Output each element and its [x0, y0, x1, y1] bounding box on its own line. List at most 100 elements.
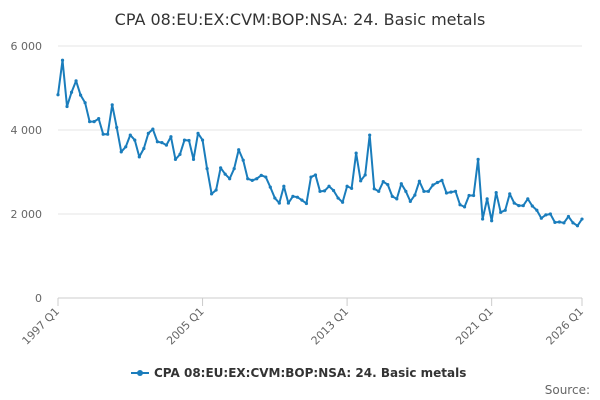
data-point[interactable] — [368, 133, 372, 137]
data-point[interactable] — [92, 120, 96, 124]
data-point[interactable] — [377, 189, 381, 193]
data-point[interactable] — [354, 151, 358, 155]
data-point[interactable] — [250, 178, 254, 182]
data-point[interactable] — [191, 157, 196, 161]
data-point[interactable] — [173, 157, 178, 161]
data-point[interactable] — [200, 138, 205, 142]
data-point[interactable] — [146, 131, 150, 135]
data-point[interactable] — [458, 203, 462, 207]
data-point[interactable] — [133, 138, 137, 142]
data-point[interactable] — [232, 167, 236, 171]
data-point[interactable] — [259, 173, 263, 177]
data-point[interactable] — [137, 155, 141, 159]
data-point[interactable] — [264, 175, 268, 179]
data-point[interactable] — [503, 208, 507, 212]
data-point[interactable] — [580, 217, 584, 221]
data-point[interactable] — [350, 186, 354, 190]
data-point[interactable] — [517, 204, 521, 208]
data-point[interactable] — [485, 197, 489, 201]
data-point[interactable] — [575, 224, 580, 228]
data-point[interactable] — [426, 189, 431, 193]
data-point[interactable] — [178, 152, 182, 156]
data-point[interactable] — [571, 221, 575, 225]
data-point[interactable] — [417, 179, 421, 183]
data-point[interactable] — [219, 166, 223, 170]
data-point[interactable] — [187, 138, 191, 143]
data-point[interactable] — [182, 138, 187, 142]
data-point[interactable] — [151, 127, 155, 131]
data-point[interactable] — [399, 182, 403, 186]
data-point[interactable] — [223, 172, 227, 176]
data-point[interactable] — [124, 145, 128, 149]
data-point[interactable] — [444, 191, 449, 195]
data-point[interactable] — [481, 217, 485, 221]
data-point[interactable] — [69, 90, 74, 94]
data-point[interactable] — [313, 173, 318, 177]
data-point[interactable] — [309, 175, 313, 179]
data-point[interactable] — [205, 167, 209, 171]
data-point[interactable] — [119, 150, 123, 154]
data-point[interactable] — [128, 133, 132, 137]
data-point[interactable] — [56, 93, 60, 97]
data-point[interactable] — [246, 177, 250, 181]
data-point[interactable] — [566, 214, 571, 219]
data-point[interactable] — [490, 219, 494, 223]
data-point[interactable] — [286, 201, 290, 205]
data-point[interactable] — [106, 132, 110, 136]
data-point[interactable] — [526, 197, 530, 201]
data-point[interactable] — [241, 158, 245, 162]
data-point[interactable] — [553, 220, 557, 224]
data-point[interactable] — [291, 194, 295, 198]
data-point[interactable] — [512, 201, 516, 205]
data-point[interactable] — [499, 210, 503, 214]
data-point[interactable] — [115, 125, 119, 130]
data-point[interactable] — [78, 93, 83, 97]
data-point[interactable] — [557, 220, 562, 224]
data-point[interactable] — [300, 198, 304, 202]
data-point[interactable] — [467, 193, 471, 198]
data-point[interactable] — [164, 143, 169, 147]
data-point[interactable] — [228, 177, 232, 181]
data-point[interactable] — [209, 192, 214, 196]
data-point[interactable] — [390, 194, 394, 198]
data-point[interactable] — [155, 140, 159, 144]
data-point[interactable] — [453, 189, 458, 193]
data-point[interactable] — [160, 141, 164, 145]
data-point[interactable] — [494, 190, 498, 195]
data-point[interactable] — [508, 192, 512, 196]
data-point[interactable] — [544, 213, 548, 217]
data-point[interactable] — [359, 179, 363, 183]
data-point[interactable] — [562, 221, 566, 225]
data-point[interactable] — [282, 184, 286, 188]
data-point[interactable] — [476, 157, 480, 161]
legend[interactable]: CPA 08:EU:EX:CVM:BOP:NSA: 24. Basic meta… — [131, 366, 466, 380]
data-point[interactable] — [83, 101, 87, 105]
data-point[interactable] — [273, 196, 277, 200]
data-point[interactable] — [268, 185, 272, 189]
data-point[interactable] — [322, 189, 327, 193]
data-point[interactable] — [435, 180, 440, 185]
data-point[interactable] — [539, 216, 543, 220]
data-point[interactable] — [336, 196, 340, 200]
data-point[interactable] — [304, 201, 309, 206]
data-point[interactable] — [462, 205, 467, 209]
data-point[interactable] — [110, 103, 114, 107]
data-point[interactable] — [413, 193, 417, 197]
data-point[interactable] — [295, 195, 300, 199]
data-point[interactable] — [331, 188, 336, 193]
data-point[interactable] — [530, 204, 534, 208]
data-point[interactable] — [318, 189, 322, 193]
data-point[interactable] — [408, 199, 412, 203]
data-point[interactable] — [548, 212, 552, 216]
data-point[interactable] — [395, 197, 399, 201]
data-point[interactable] — [97, 117, 101, 121]
data-point[interactable] — [327, 184, 331, 188]
data-point[interactable] — [404, 189, 408, 193]
data-point[interactable] — [237, 148, 241, 152]
data-point[interactable] — [74, 79, 78, 83]
data-point[interactable] — [277, 201, 281, 205]
data-point[interactable] — [142, 146, 146, 151]
data-point[interactable] — [340, 200, 345, 204]
data-point[interactable] — [449, 190, 453, 194]
data-point[interactable] — [535, 208, 539, 212]
